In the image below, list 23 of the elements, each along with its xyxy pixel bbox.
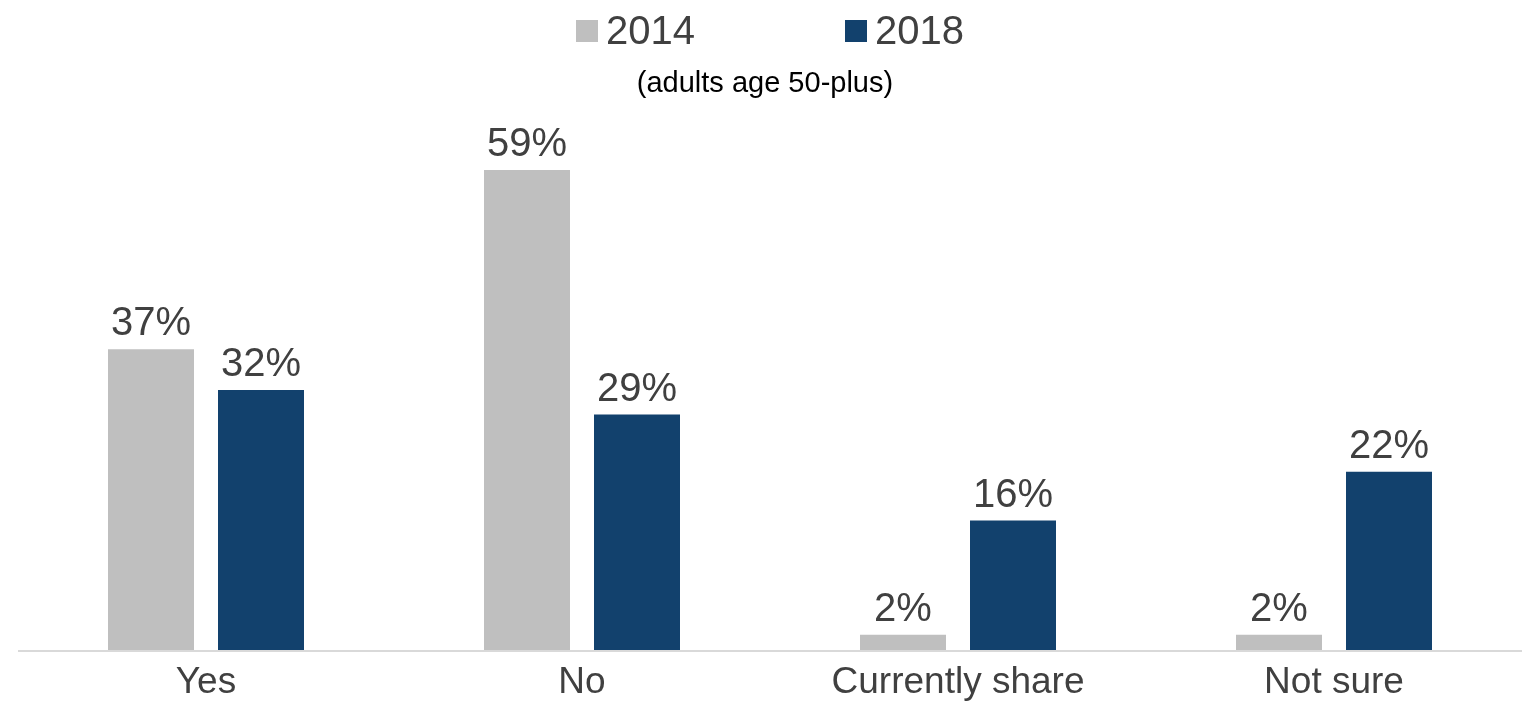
chart-subtitle: (adults age 50-plus) (635, 66, 895, 99)
data-label: 16% (972, 470, 1054, 515)
data-label: 32% (220, 340, 302, 385)
x-tick-label: Yes (175, 660, 237, 702)
data-label: 22% (1348, 421, 1430, 466)
data-label: 2% (1250, 584, 1308, 629)
bar (218, 390, 304, 651)
bar (1236, 634, 1322, 651)
legend-label: 2014 (606, 8, 695, 53)
x-tick-label: Not sure (1264, 660, 1404, 702)
data-label: 59% (486, 120, 568, 164)
data-label: 37% (110, 299, 192, 344)
bar (484, 170, 570, 651)
bar (1346, 471, 1432, 651)
bar (860, 634, 946, 651)
bar (970, 520, 1056, 651)
bar (594, 414, 680, 651)
x-tick-label: No (558, 660, 606, 702)
legend-label: 2018 (875, 8, 964, 53)
data-label: 29% (596, 364, 678, 409)
bar (108, 349, 194, 651)
x-tick-label: Currently share (831, 660, 1085, 702)
data-label: 2% (874, 584, 932, 629)
